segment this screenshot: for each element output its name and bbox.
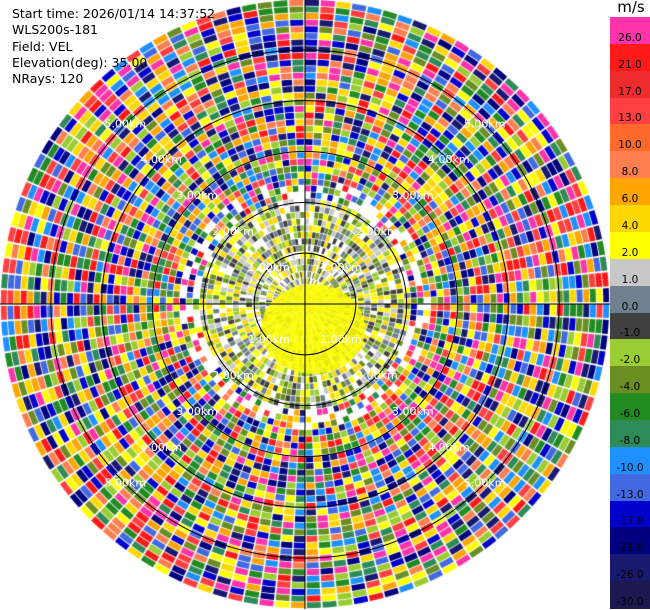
colorbar-tick-label: -26.0 <box>616 569 644 582</box>
colorbar-segment <box>610 70 650 99</box>
colorbar-segment <box>610 312 650 340</box>
colorbar-tick-label: 2.0 <box>621 246 639 259</box>
colorbar-tick-label: -8.0 <box>619 434 641 447</box>
range-ring-label: 3.00km <box>392 405 434 418</box>
colorbar-segment <box>610 17 650 45</box>
colorbar-segment <box>610 151 650 179</box>
range-ring-label: 1.00km <box>320 261 362 274</box>
colorbar-segment <box>610 339 650 367</box>
colorbar-tick-label: -2.0 <box>619 354 641 367</box>
colorbar-units-label: m/s <box>617 0 645 16</box>
colorbar-tick-label: 13.0 <box>618 112 642 125</box>
colorbar-segment <box>610 500 650 528</box>
range-ring-label: 2.00km <box>212 369 254 382</box>
range-ring-label: 5.00km <box>104 477 146 490</box>
colorbar-segment <box>610 258 650 287</box>
colorbar: 26.0 21.0 17.0 13.0 10.0 8.0 6.0 4.0 2.0 1.0 0.0 -1… <box>610 17 650 609</box>
colorbar-tick-label: -13.0 <box>616 488 644 501</box>
colorbar-segment <box>610 446 650 475</box>
range-ring-label: 5.00km <box>464 477 506 490</box>
field-label: Field: VEL <box>12 38 73 54</box>
colorbar-segment <box>610 231 650 260</box>
colorbar-segment <box>610 285 650 314</box>
instrument-label: WLS200s-181 <box>12 22 98 38</box>
colorbar-segment <box>610 393 650 421</box>
colorbar-segment <box>610 205 650 233</box>
nrays-label: NRays: 120 <box>12 71 84 87</box>
colorbar-segment <box>610 473 650 502</box>
range-ring-label: 2.00km <box>356 369 398 382</box>
colorbar-tick-label: 4.0 <box>621 219 639 232</box>
colorbar-segment <box>610 366 650 394</box>
range-ring <box>50 49 560 559</box>
colorbar-segment <box>610 124 650 152</box>
colorbar-tick-label: -1.0 <box>619 327 641 340</box>
range-ring-label: 5.00km <box>104 117 146 130</box>
colorbar-tick-label: -17.0 <box>616 515 644 528</box>
range-ring <box>101 100 509 508</box>
start-time-label: Start time: 2026/01/14 14:37:52 <box>12 6 216 21</box>
colorbar-tick-label: 6.0 <box>621 193 639 206</box>
range-ring-label: 1.00km <box>320 333 362 346</box>
range-ring-label: 1.00km <box>248 333 290 346</box>
range-ring-label: 5.00km <box>464 117 506 130</box>
range-ring-label: 4.00km <box>140 153 182 166</box>
colorbar-tick-label: 10.0 <box>618 139 642 152</box>
range-ring-label: 4.00km <box>428 153 470 166</box>
colorbar-segment <box>610 527 650 555</box>
range-ring-label: 4.00km <box>428 441 470 454</box>
colorbar-segment <box>610 581 650 609</box>
range-ring-label: 3.00km <box>392 189 434 202</box>
colorbar-tick-label: -6.0 <box>619 407 641 420</box>
range-ring-label: 3.00km <box>176 189 218 202</box>
colorbar-tick-label: -10.0 <box>616 461 644 474</box>
colorbar-tick-label: 0.0 <box>621 300 639 313</box>
range-ring-label: 1.00km <box>248 261 290 274</box>
colorbar-tick-label: 8.0 <box>621 166 639 179</box>
colorbar-tick-label: -21.0 <box>616 542 644 555</box>
colorbar-segment <box>610 97 650 126</box>
range-ring-label: 2.00km <box>356 225 398 238</box>
range-ring <box>152 151 458 457</box>
colorbar-tick-label: -30.0 <box>616 596 644 608</box>
colorbar-tick-label: 17.0 <box>618 85 642 98</box>
range-ring-label: 2.00km <box>212 225 254 238</box>
colorbar-segment <box>610 43 650 72</box>
colorbar-tick-label: -4.0 <box>619 381 641 394</box>
range-ring-label: 3.00km <box>176 405 218 418</box>
range-ring-label: 4.00km <box>140 441 182 454</box>
elevation-label: Elevation(deg): 35.00 <box>12 54 148 70</box>
range-ring <box>253 252 357 356</box>
colorbar-tick-label: 21.0 <box>618 58 642 71</box>
colorbar-tick-label: 1.0 <box>621 273 639 286</box>
colorbar-segment <box>610 419 650 448</box>
colorbar-segment <box>610 178 650 206</box>
colorbar-segment <box>610 554 650 582</box>
scan-info-panel: Start time: 2026/01/14 14:37:52 WLS200s-… <box>12 6 215 87</box>
range-ring <box>202 201 408 407</box>
colorbar-tick-label: 26.0 <box>618 31 642 44</box>
